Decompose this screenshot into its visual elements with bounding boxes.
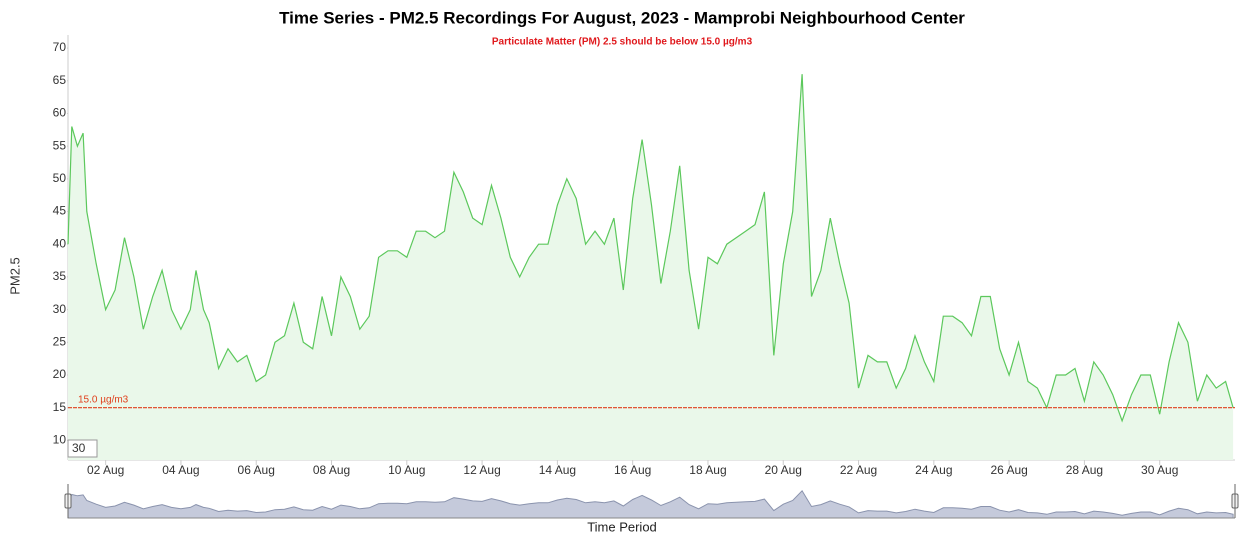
x-tick-label: 24 Aug [915, 463, 952, 477]
x-tick-label: 02 Aug [87, 463, 124, 477]
x-tick-label: 26 Aug [990, 463, 1027, 477]
y-tick-label: 15 [53, 400, 67, 414]
y-tick-label: 10 [53, 433, 67, 447]
threshold-label: 15.0 µg/m3 [78, 394, 129, 405]
y-tick-label: 45 [53, 204, 67, 218]
x-tick-label: 20 Aug [765, 463, 802, 477]
area [68, 74, 1234, 460]
range-input [67, 439, 98, 458]
x-tick-label: 06 Aug [238, 463, 275, 477]
x-tick-label: 22 Aug [840, 463, 877, 477]
y-tick-label: 70 [53, 40, 67, 54]
x-tick-label: 04 Aug [162, 463, 199, 477]
x-tick-label: 12 Aug [463, 463, 500, 477]
x-axis-label: Time Period [587, 519, 657, 534]
range-input-value: 30 [72, 441, 86, 455]
line [67, 74, 1234, 423]
chart-title: Time Series - PM2.5 Recordings For Augus… [279, 8, 965, 27]
x-tick-label: 08 Aug [313, 463, 350, 477]
y-axis-label: PM2.5 [7, 257, 22, 295]
y-tick-label: 60 [53, 106, 67, 120]
y-tick-label: 30 [53, 302, 67, 316]
y-tick-label: 35 [53, 269, 67, 283]
navigator-area [67, 489, 1234, 519]
x-tick-label: 16 Aug [614, 463, 651, 477]
x-tick-label: 10 Aug [388, 463, 425, 477]
x-tick-label: 30 Aug [1141, 463, 1178, 477]
y-tick-label: 50 [53, 171, 67, 185]
y-tick-label: 55 [53, 138, 67, 152]
y-tick-label: 20 [53, 367, 67, 381]
x-tick-label: 28 Aug [1066, 463, 1103, 477]
x-tick-label: 18 Aug [689, 463, 726, 477]
chart-subtitle: Particulate Matter (PM) 2.5 should be be… [492, 37, 753, 48]
y-tick-label: 25 [53, 334, 67, 348]
y-tick-label: 65 [53, 73, 67, 87]
x-tick-label: 14 Aug [539, 463, 576, 477]
y-tick-label: 40 [53, 236, 67, 250]
